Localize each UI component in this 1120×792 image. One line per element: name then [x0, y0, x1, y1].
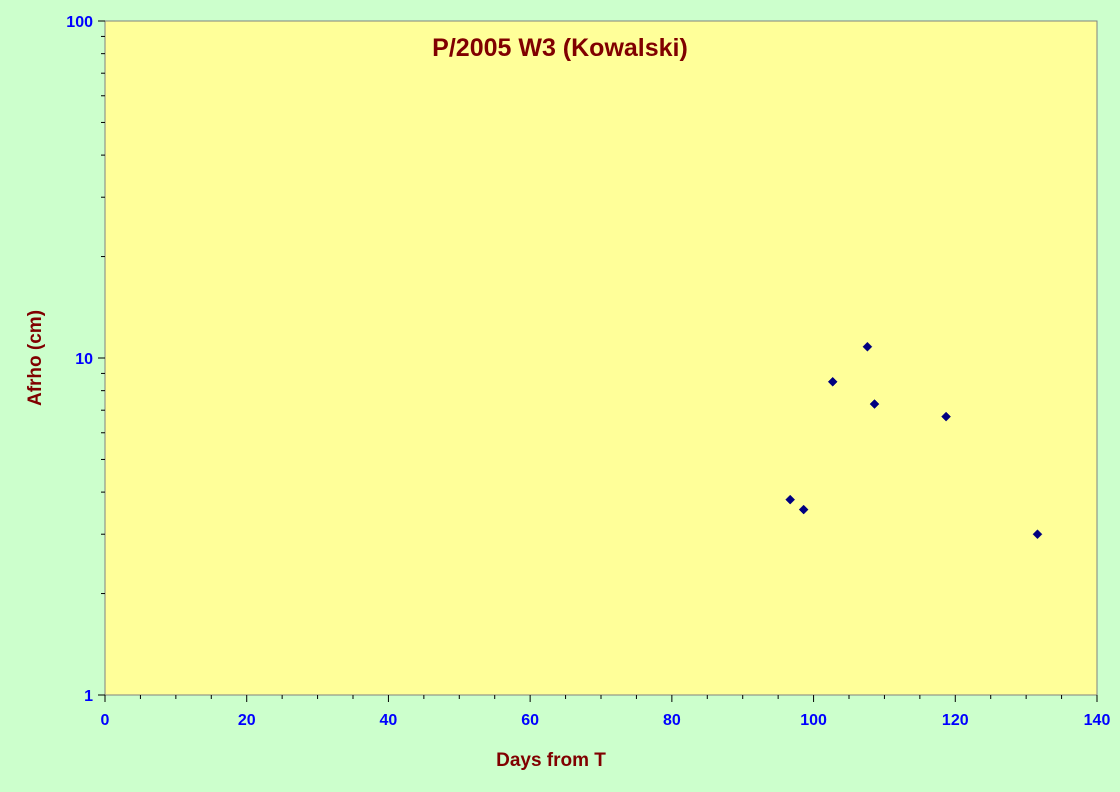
- x-tick-label: 140: [1084, 712, 1111, 729]
- chart-title: P/2005 W3 (Kowalski): [432, 34, 688, 62]
- y-axis-ticks: 1 10 100: [66, 14, 105, 705]
- y-axis-title: Afrho (cm): [25, 310, 46, 406]
- data-point: [941, 411, 951, 422]
- x-tick-label: 0: [101, 712, 110, 729]
- data-point: [862, 341, 873, 352]
- data-markers: [785, 341, 1043, 540]
- data-point: [798, 504, 809, 515]
- x-tick-label: 40: [380, 712, 398, 729]
- y-tick-label: 100: [66, 14, 93, 31]
- plot-area: [104, 20, 1098, 696]
- data-point: [1032, 529, 1043, 540]
- x-tick-label: 80: [663, 712, 681, 729]
- x-tick-label: 120: [942, 712, 969, 729]
- x-tick-label: 60: [521, 712, 539, 729]
- x-tick-label: 20: [238, 712, 256, 729]
- data-point: [785, 494, 796, 505]
- x-axis-ticks: 0 20 40 60 80 100 120 140: [101, 695, 1111, 729]
- x-axis-title: Days from T: [496, 750, 606, 771]
- y-tick-label: 1: [84, 688, 93, 705]
- data-point: [827, 376, 838, 387]
- data-point: [869, 399, 880, 409]
- y-tick-label: 10: [75, 351, 93, 368]
- x-tick-label: 100: [800, 712, 827, 729]
